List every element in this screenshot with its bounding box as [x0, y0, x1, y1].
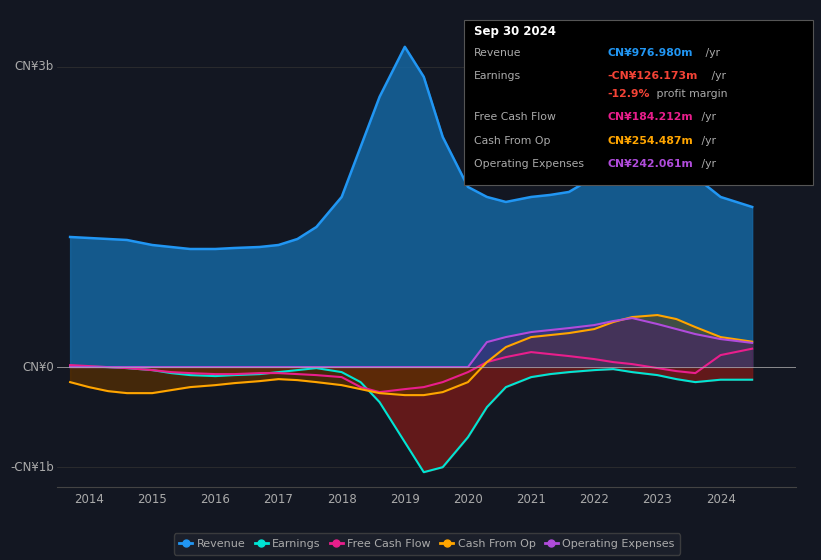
Text: CN¥0: CN¥0: [22, 361, 54, 374]
Text: -12.9%: -12.9%: [608, 88, 650, 99]
Text: CN¥254.487m: CN¥254.487m: [608, 136, 693, 146]
Text: /yr: /yr: [698, 112, 716, 122]
Text: /yr: /yr: [698, 159, 716, 169]
Text: Operating Expenses: Operating Expenses: [474, 159, 584, 169]
Text: CN¥184.212m: CN¥184.212m: [608, 112, 693, 122]
Text: Revenue: Revenue: [474, 48, 521, 58]
Text: Earnings: Earnings: [474, 71, 521, 81]
Legend: Revenue, Earnings, Free Cash Flow, Cash From Op, Operating Expenses: Revenue, Earnings, Free Cash Flow, Cash …: [173, 534, 681, 554]
Text: Cash From Op: Cash From Op: [474, 136, 550, 146]
Text: Free Cash Flow: Free Cash Flow: [474, 112, 556, 122]
Text: Sep 30 2024: Sep 30 2024: [474, 25, 556, 38]
Text: /yr: /yr: [702, 48, 720, 58]
Text: CN¥976.980m: CN¥976.980m: [608, 48, 693, 58]
Text: profit margin: profit margin: [653, 88, 727, 99]
Text: /yr: /yr: [708, 71, 726, 81]
Text: CN¥242.061m: CN¥242.061m: [608, 159, 693, 169]
Text: /yr: /yr: [698, 136, 716, 146]
Text: -CN¥126.173m: -CN¥126.173m: [608, 71, 698, 81]
Text: -CN¥1b: -CN¥1b: [10, 461, 54, 474]
Text: CN¥3b: CN¥3b: [15, 60, 54, 73]
